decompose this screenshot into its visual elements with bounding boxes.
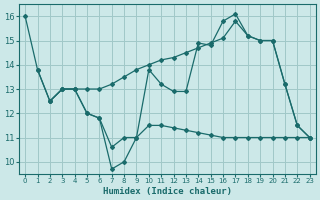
X-axis label: Humidex (Indice chaleur): Humidex (Indice chaleur) bbox=[103, 187, 232, 196]
